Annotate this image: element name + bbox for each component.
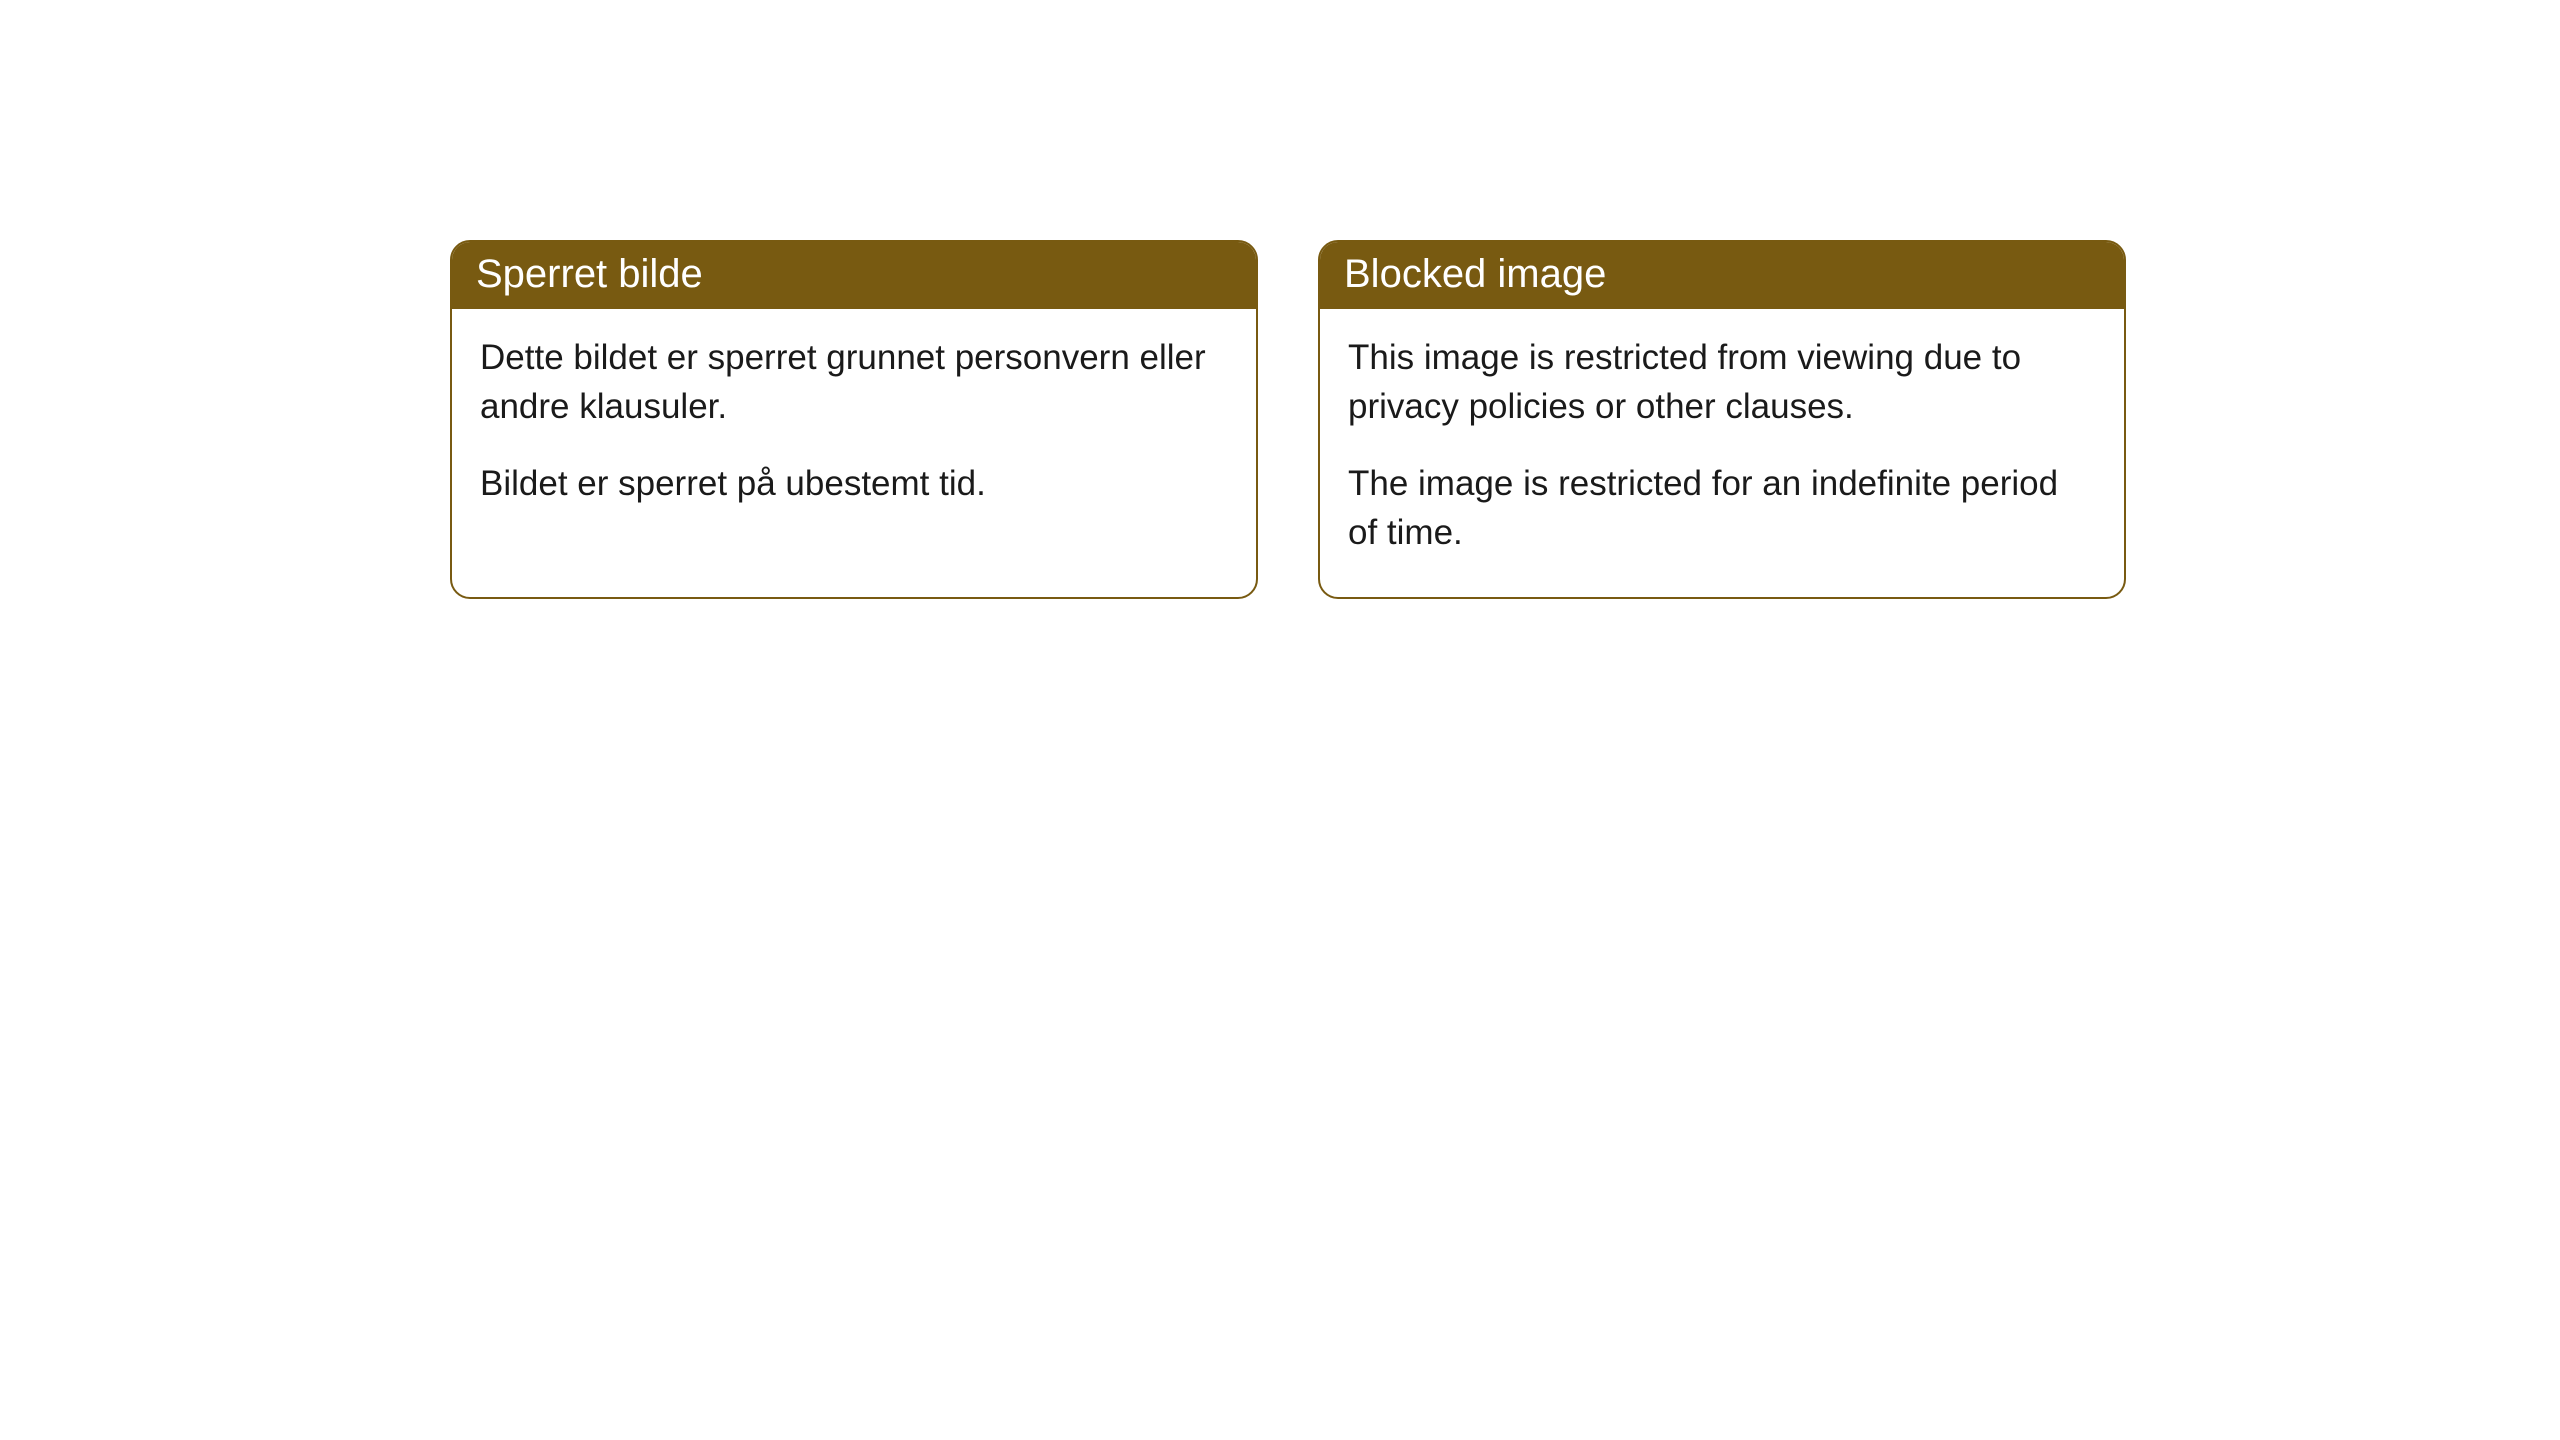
blocked-image-card-en: Blocked image This image is restricted f… xyxy=(1318,240,2126,599)
card-body-no: Dette bildet er sperret grunnet personve… xyxy=(452,309,1256,548)
card-header-no: Sperret bilde xyxy=(452,242,1256,309)
card-body-en: This image is restricted from viewing du… xyxy=(1320,309,2124,597)
card-paragraph-2-en: The image is restricted for an indefinit… xyxy=(1348,459,2096,557)
card-paragraph-1-no: Dette bildet er sperret grunnet personve… xyxy=(480,333,1228,431)
card-header-en: Blocked image xyxy=(1320,242,2124,309)
cards-container: Sperret bilde Dette bildet er sperret gr… xyxy=(450,240,2126,599)
card-paragraph-2-no: Bildet er sperret på ubestemt tid. xyxy=(480,459,1228,508)
blocked-image-card-no: Sperret bilde Dette bildet er sperret gr… xyxy=(450,240,1258,599)
card-paragraph-1-en: This image is restricted from viewing du… xyxy=(1348,333,2096,431)
